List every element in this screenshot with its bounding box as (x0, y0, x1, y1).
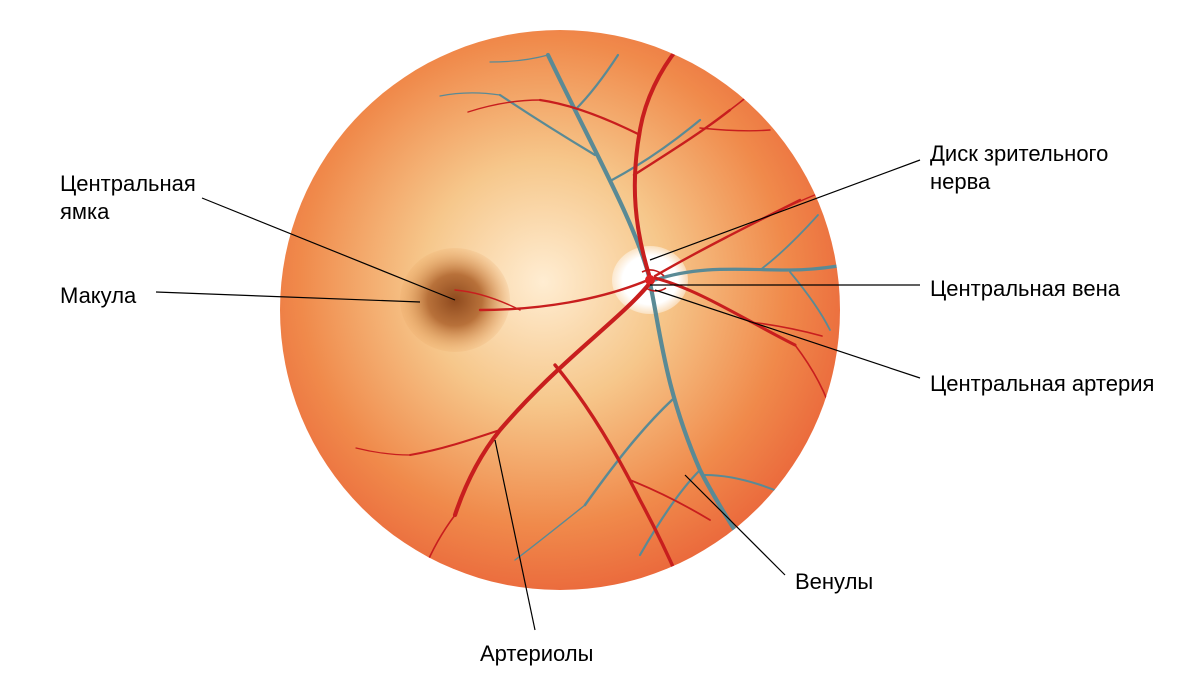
retina-diagram (0, 0, 1200, 677)
label-venules: Венулы (795, 568, 873, 596)
label-arterioles: Артериолы (480, 640, 593, 668)
label-macula: Макула (60, 282, 136, 310)
label-central-artery: Центральная артерия (930, 370, 1154, 398)
central-artery-origin (645, 275, 655, 285)
label-central-vein: Центральная вена (930, 275, 1120, 303)
label-fovea: Центральная ямка (60, 170, 196, 225)
fundus-sphere (280, 30, 840, 590)
label-optic-disc: Диск зрительного нерва (930, 140, 1108, 195)
